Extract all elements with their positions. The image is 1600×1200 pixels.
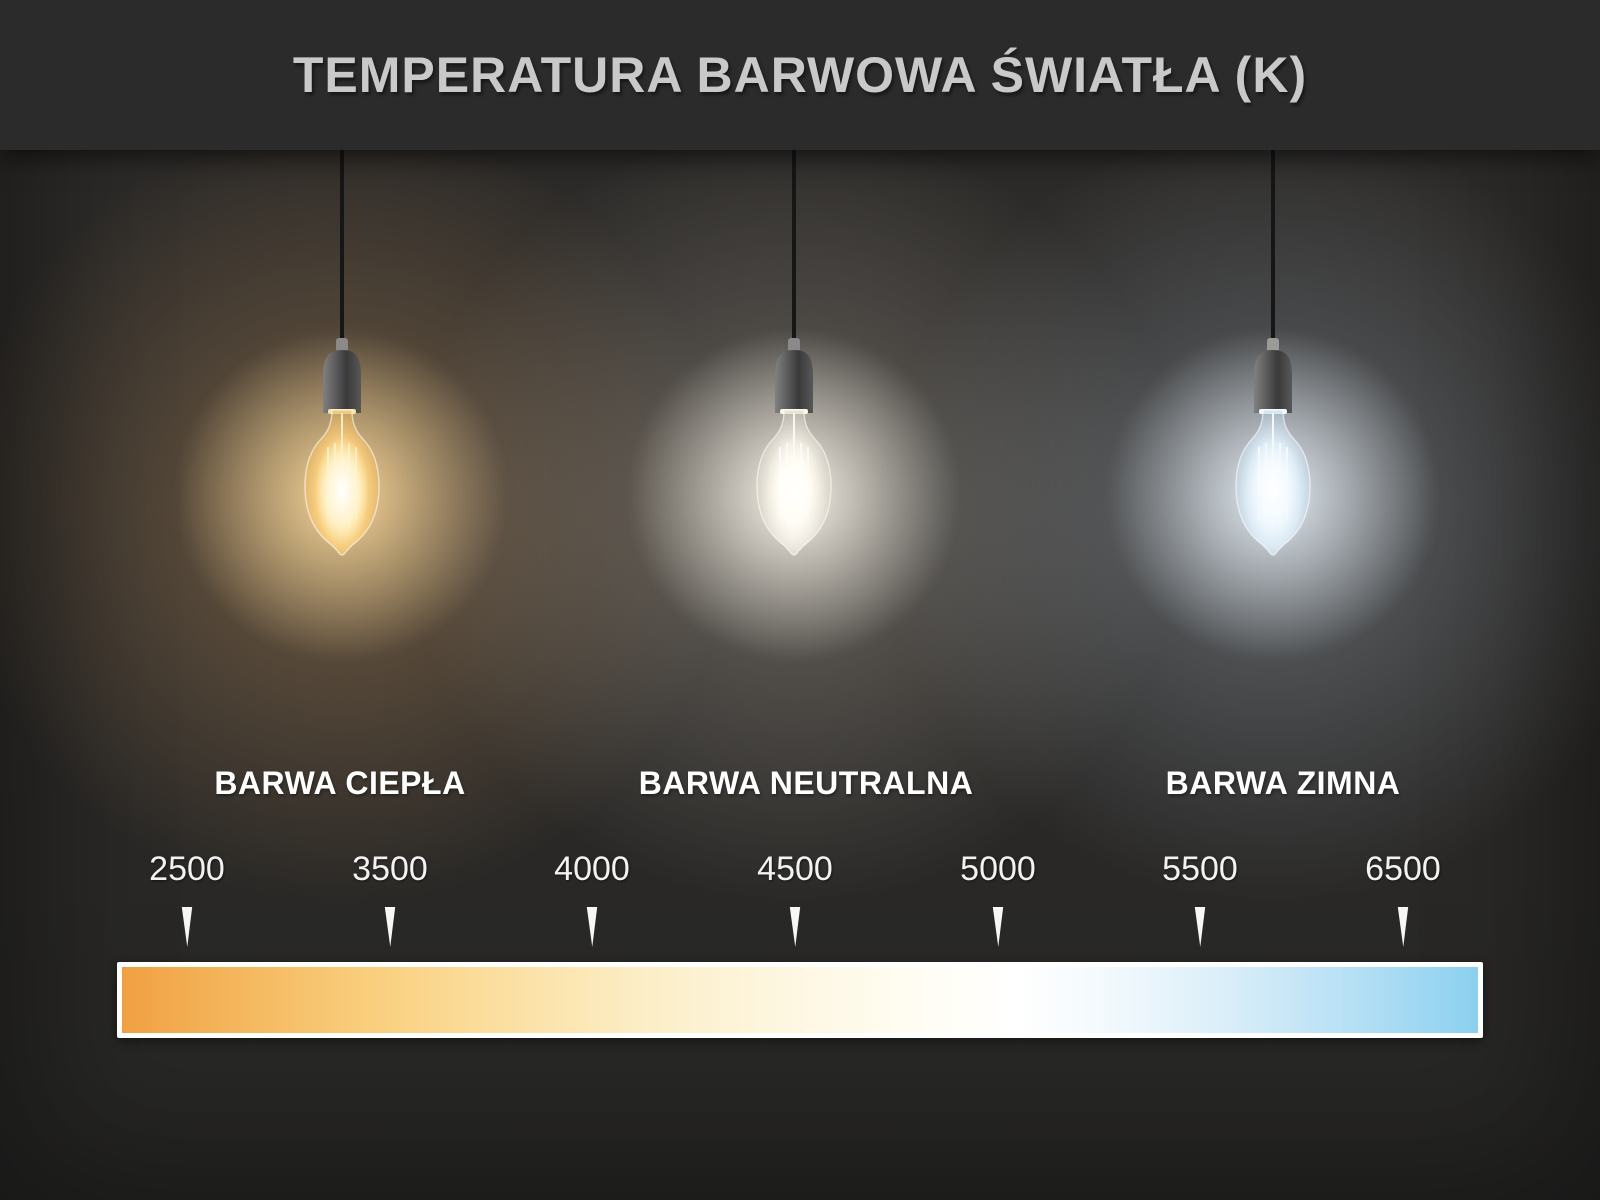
cord — [792, 150, 796, 342]
temperature-gradient-bar-fill — [122, 967, 1478, 1033]
neutral-bulb-illustration — [756, 150, 832, 556]
scale-tick: 5500 — [1120, 850, 1280, 947]
cold-color-label: BARWA ZIMNA — [1165, 765, 1401, 801]
cord — [1271, 150, 1275, 342]
scale-tick: 6500 — [1323, 850, 1483, 947]
filament-glow — [315, 436, 369, 544]
arrow-marker-icon — [1194, 907, 1206, 947]
scale-tick: 4500 — [715, 850, 875, 947]
arrow-marker-icon — [1397, 907, 1409, 947]
socket — [323, 350, 361, 413]
scale-tick: 2500 — [107, 850, 267, 947]
neutral-bulb — [734, 150, 854, 560]
socket — [775, 350, 813, 413]
cord-ferrule — [1267, 338, 1279, 352]
scale-tick: 5000 — [918, 850, 1078, 947]
cold-bulb-illustration — [1235, 150, 1311, 556]
arrow-marker-icon — [789, 907, 801, 947]
filament-glow — [767, 436, 821, 544]
arrow-marker-icon — [992, 907, 1004, 947]
scale-tick: 3500 — [310, 850, 470, 947]
warm-bulb — [282, 150, 402, 560]
temperature-gradient-bar — [117, 962, 1483, 1038]
tick-label: 6500 — [1365, 850, 1441, 888]
neutral-color-label: BARWA NEUTRALNA — [638, 765, 974, 801]
tick-label: 4000 — [554, 850, 630, 888]
tick-label: 5500 — [1162, 850, 1238, 888]
warm-color-label: BARWA CIEPŁA — [214, 765, 466, 801]
filament-glow — [1246, 436, 1300, 544]
tick-label: 4500 — [757, 850, 833, 888]
page-title: TEMPERATURA BARWOWA ŚWIATŁA (K) — [292, 47, 1308, 103]
cord — [340, 150, 344, 342]
tick-label: 2500 — [149, 850, 225, 888]
cord-ferrule — [336, 338, 348, 352]
cold-bulb — [1213, 150, 1333, 560]
cord-ferrule — [788, 338, 800, 352]
header-bar: TEMPERATURA BARWOWA ŚWIATŁA (K) — [0, 0, 1600, 150]
arrow-marker-icon — [384, 907, 396, 947]
arrow-marker-icon — [181, 907, 193, 947]
warm-bulb-illustration — [304, 150, 380, 556]
scale-tick: 4000 — [512, 850, 672, 947]
arrow-marker-icon — [586, 907, 598, 947]
tick-label: 5000 — [960, 850, 1036, 888]
tick-label: 3500 — [352, 850, 428, 888]
socket — [1254, 350, 1292, 413]
